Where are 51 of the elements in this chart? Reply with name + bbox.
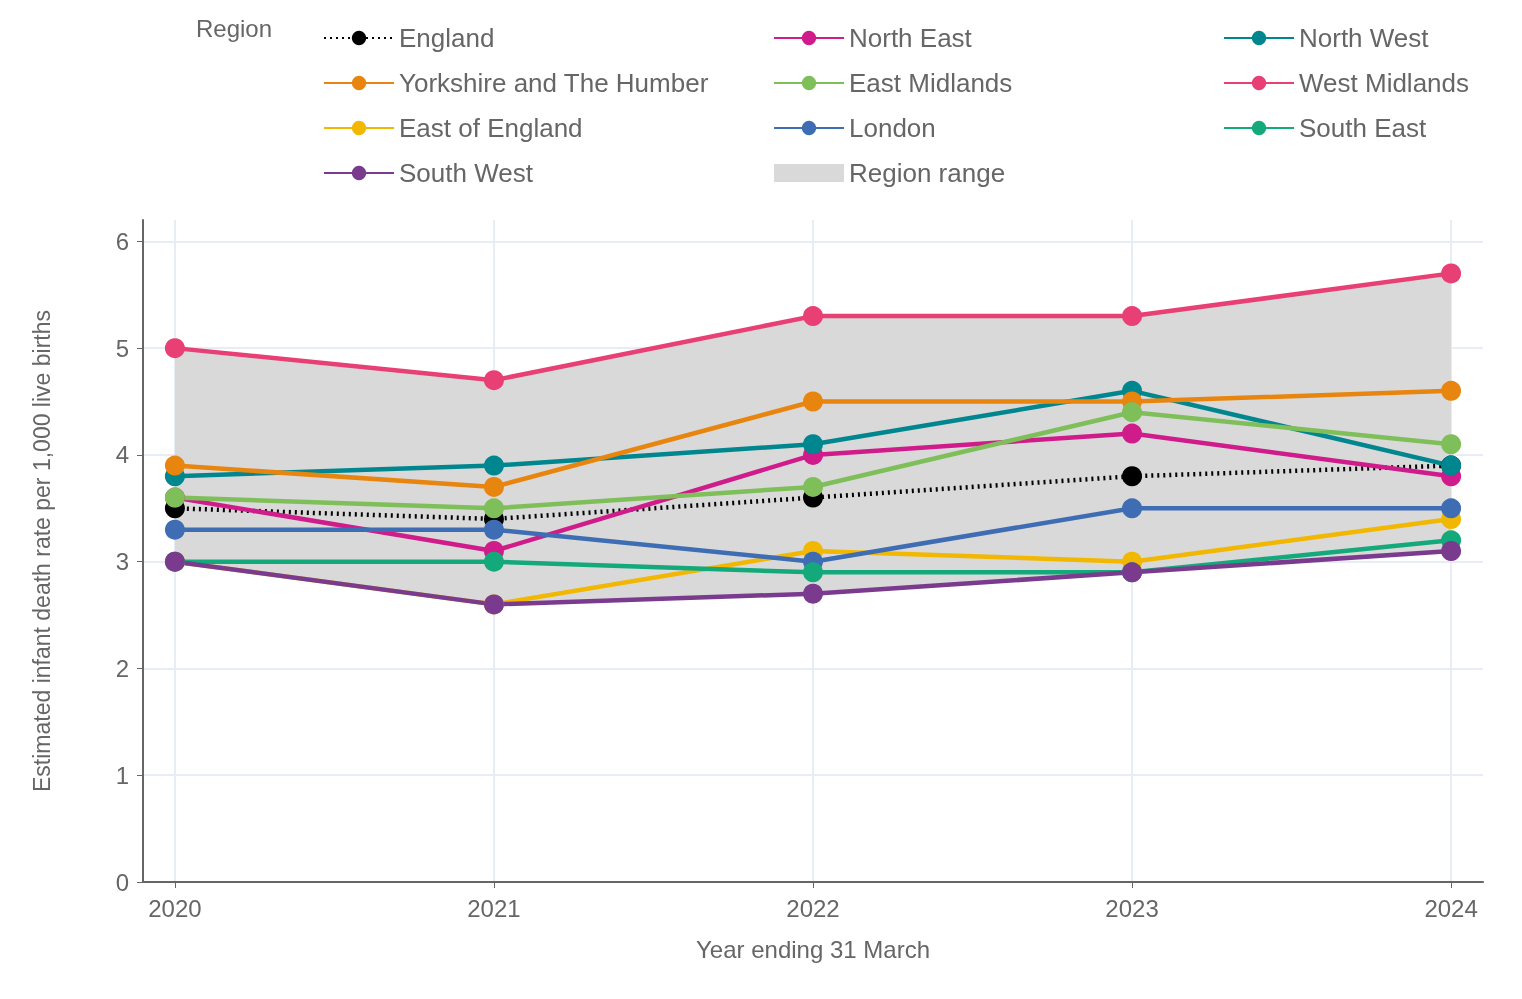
y-tick-label: 2 [115,654,129,682]
point [483,455,504,476]
legend-label: East Midlands [849,68,1013,98]
x-tick-label: 2024 [1424,894,1478,922]
legend-label: North East [849,23,973,53]
point [483,476,504,497]
y-tick-label: 6 [115,227,129,255]
point [1122,402,1143,423]
point [803,476,823,497]
point [1122,498,1143,519]
point [483,370,504,391]
legend-title: Region [196,14,273,42]
point [164,455,185,476]
legend-label: Yorkshire and The Humber [399,68,709,98]
legend-label: West Midlands [1299,68,1470,98]
legend-label: South East [1299,113,1427,143]
x-tick-label: 2022 [786,894,840,922]
legend-label: East of England [399,113,583,143]
y-tick-label: 3 [115,548,129,576]
x-tick-label: 2023 [1105,894,1159,922]
point [803,583,823,604]
point [803,562,823,583]
legend-label: London [849,113,936,143]
legend-label: England [399,23,495,53]
y-tick-label: 4 [115,441,129,469]
y-tick-label: 0 [115,868,129,896]
legend-label: Region range [849,158,1006,188]
point [803,434,823,455]
point [1441,498,1462,519]
point [1441,380,1462,401]
x-tick-label: 2021 [467,894,521,922]
point [1441,541,1462,561]
point [803,391,823,412]
x-tick-label: 2020 [148,894,202,922]
point [1122,466,1143,487]
point [164,338,185,359]
point [803,306,823,327]
point [1441,434,1462,455]
point [1122,423,1143,444]
point [1441,263,1462,284]
legend-label: North West [1299,23,1430,53]
y-tick-label: 1 [115,761,129,789]
point [483,498,504,519]
legend-label: South West [399,158,534,188]
y-tick-label: 5 [115,334,129,362]
point [1122,306,1143,327]
x-axis-title: Year ending 31 March [696,935,930,963]
y-axis-title: Estimated infant death rate per 1,000 live births [28,309,55,793]
point [483,519,504,540]
point [483,551,504,572]
point [164,519,185,540]
